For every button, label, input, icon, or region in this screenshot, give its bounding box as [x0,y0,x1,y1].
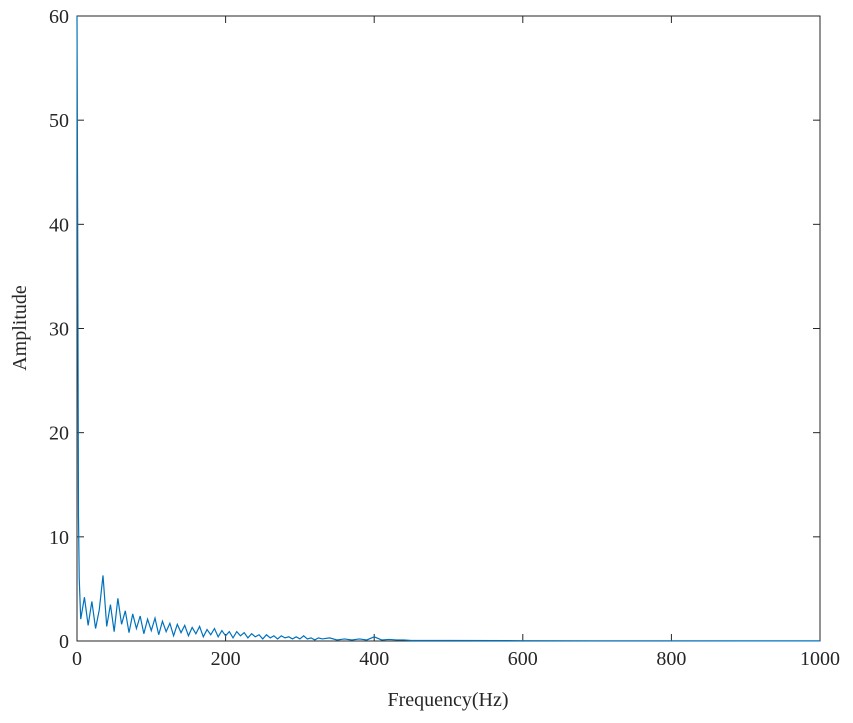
y-tick-label: 50 [49,110,69,132]
x-tick-label: 0 [72,648,82,670]
spectrum-line [76,15,820,642]
y-tick-label: 40 [49,214,69,236]
y-tick-label: 60 [49,6,69,28]
y-tick-label: 30 [49,319,69,341]
y-tick-label: 10 [49,527,69,549]
y-axis-label: Amplitude [9,285,31,371]
y-tick-label: 20 [49,423,69,445]
x-axis-label: Frequency(Hz) [387,689,508,711]
plot-frame [76,15,821,642]
y-tick-label: 0 [59,631,69,653]
x-tick-label: 1000 [800,648,840,670]
x-tick-label: 200 [211,648,241,670]
x-tick-label: 600 [508,648,538,670]
x-tick-label: 800 [656,648,686,670]
x-tick-label: 400 [359,648,389,670]
